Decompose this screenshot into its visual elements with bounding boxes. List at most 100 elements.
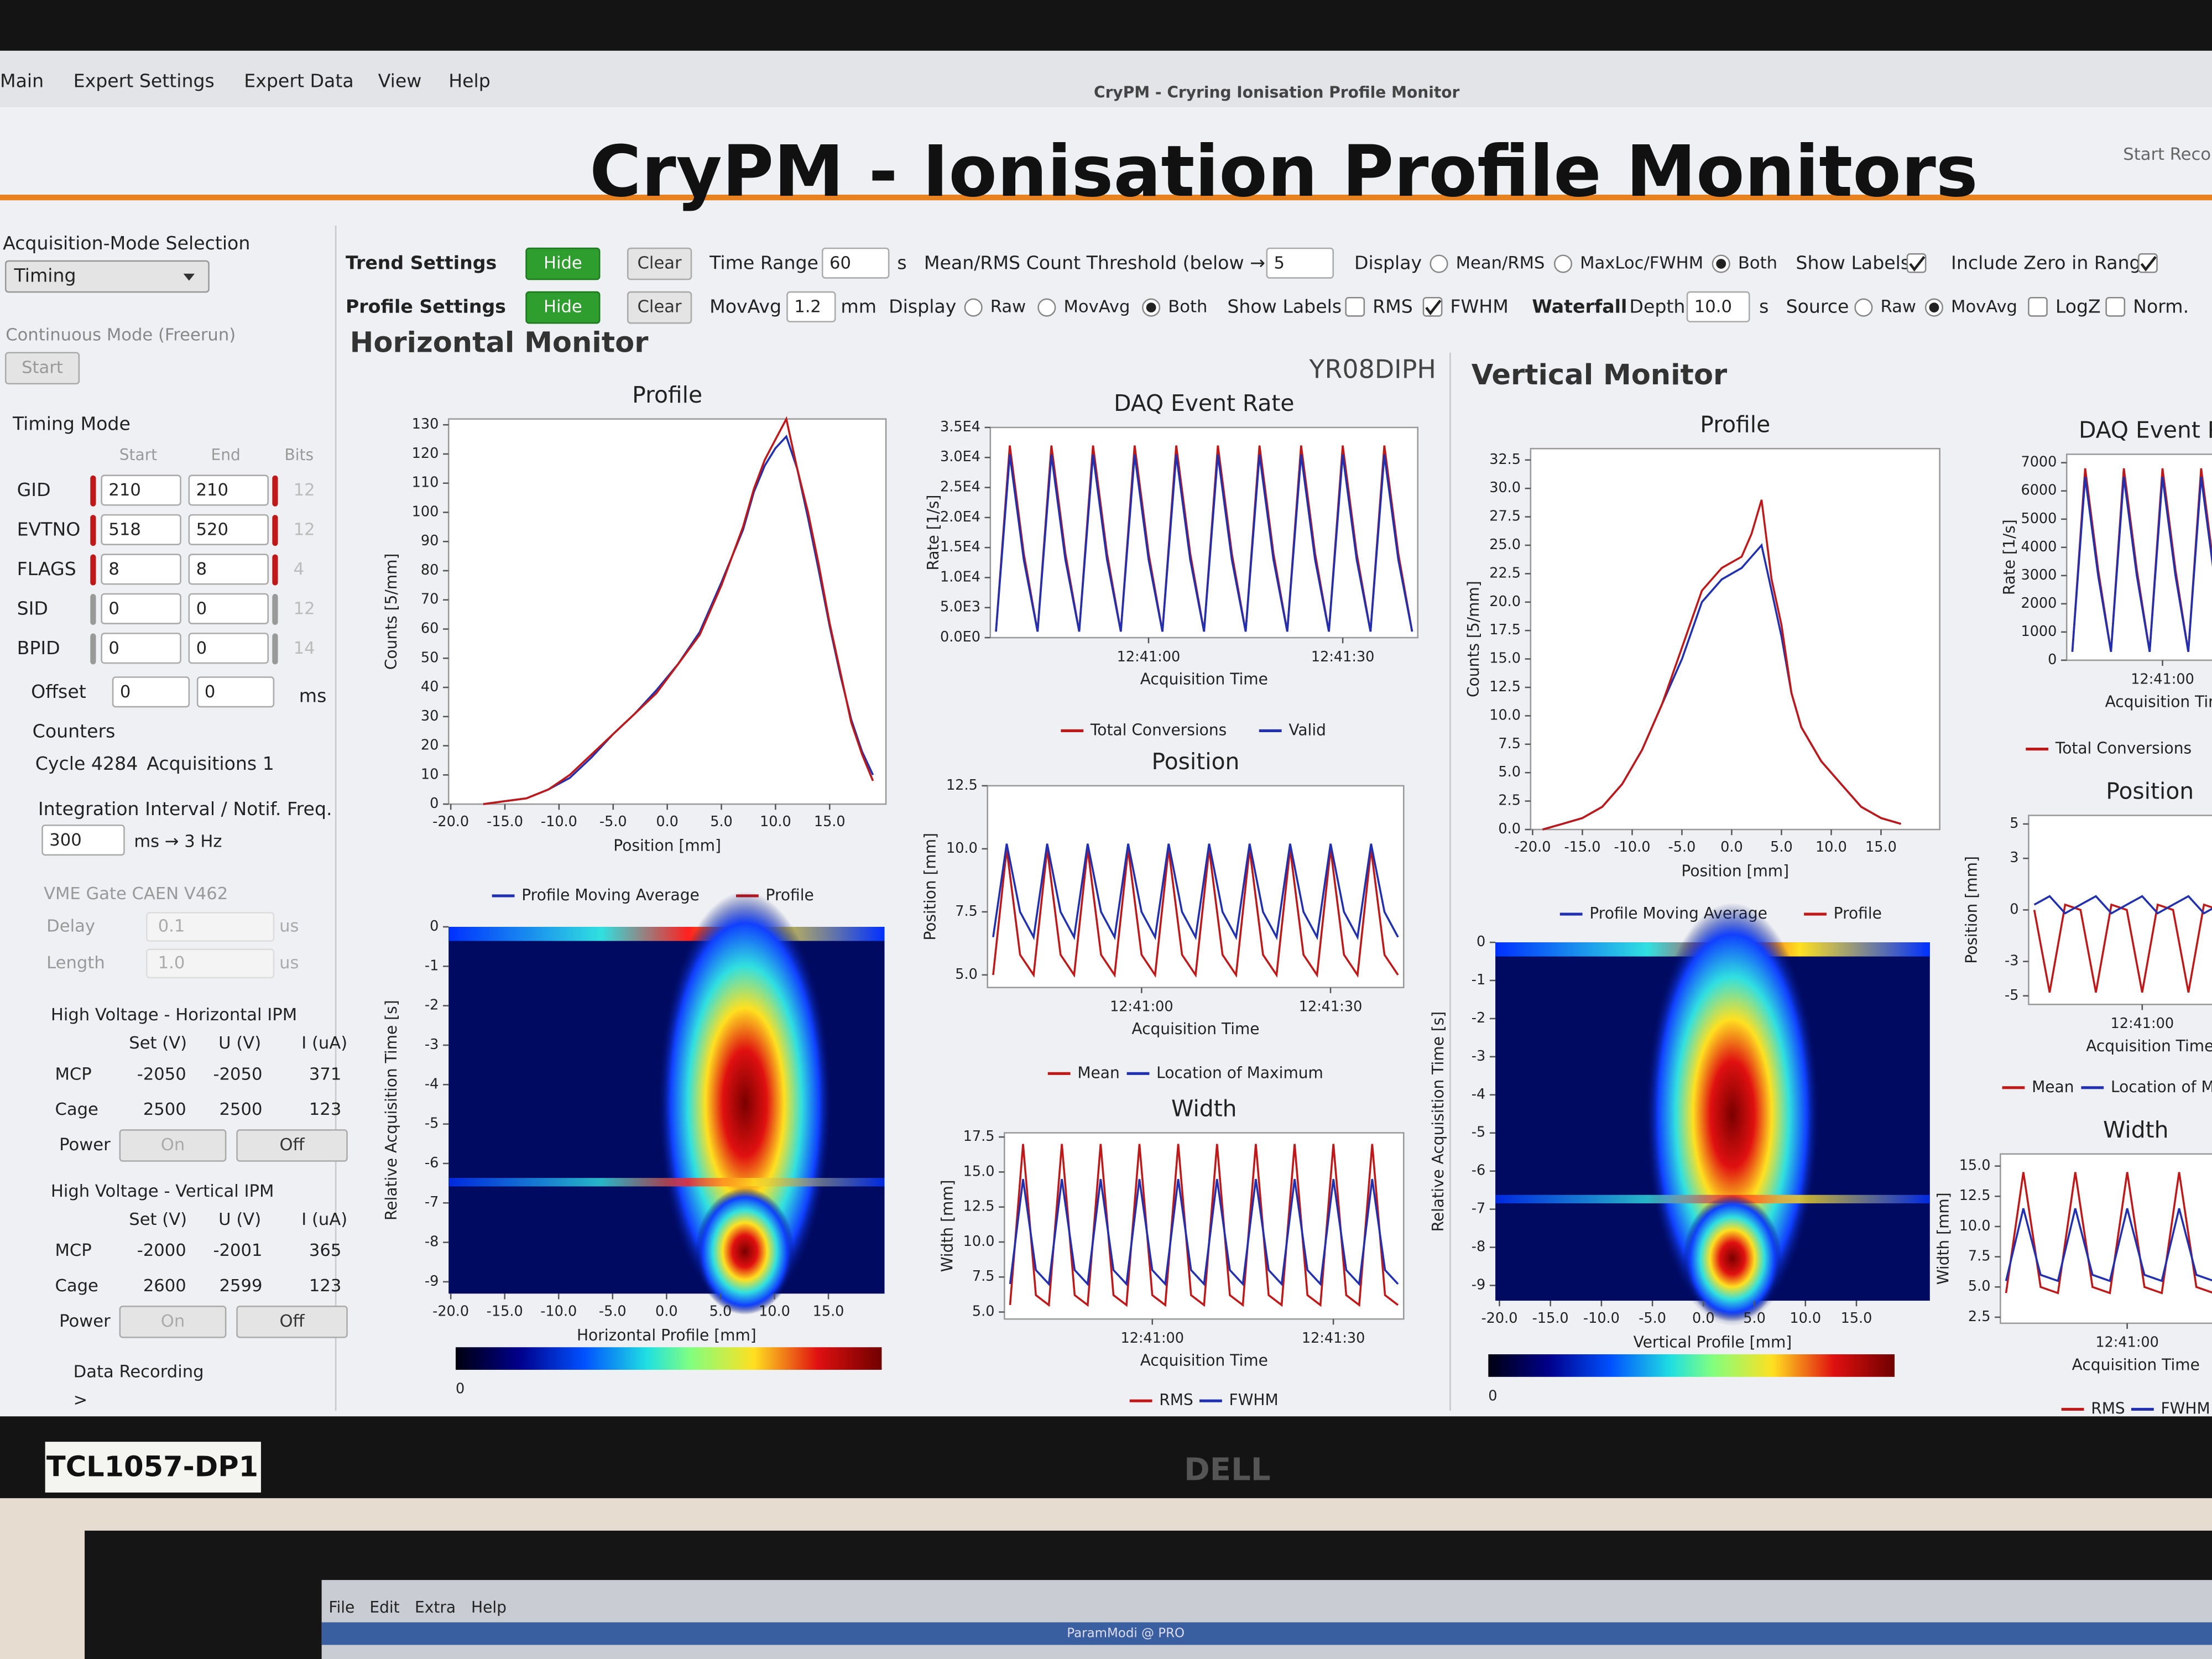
- button-label[interactable]: Clear: [638, 298, 682, 317]
- heatmap-line: [448, 1178, 885, 1187]
- button-label[interactable]: Clear: [638, 254, 682, 273]
- checkbox[interactable]: [2028, 296, 2048, 317]
- input-field[interactable]: [188, 514, 269, 545]
- menu-item[interactable]: Help: [471, 1598, 507, 1616]
- button[interactable]: [236, 1129, 348, 1162]
- radio[interactable]: [1430, 254, 1448, 273]
- input-field[interactable]: [112, 676, 190, 708]
- menu-item[interactable]: Extra: [415, 1598, 456, 1616]
- radio-label[interactable]: Both: [1738, 254, 1777, 273]
- radio-label[interactable]: Raw: [1881, 298, 1916, 317]
- menu-item[interactable]: Edit: [369, 1598, 399, 1616]
- x-tick-label: 0.0: [1692, 1310, 1715, 1327]
- dropdown-value[interactable]: Timing: [14, 264, 76, 286]
- y-tick-label: 1000: [2021, 623, 2057, 640]
- input-field[interactable]: [786, 291, 836, 322]
- label[interactable]: FWHM: [1450, 296, 1508, 317]
- dropdown[interactable]: [4, 260, 210, 293]
- menu-item[interactable]: Expert Data: [244, 70, 353, 91]
- label: Display: [889, 296, 956, 317]
- y-tick-label: 12.5: [963, 1198, 995, 1215]
- input-field[interactable]: [821, 247, 890, 279]
- y-tick-label: -8: [425, 1234, 439, 1250]
- button[interactable]: [525, 247, 601, 280]
- button[interactable]: [119, 1129, 227, 1162]
- button[interactable]: [236, 1305, 348, 1338]
- x-tick-label: 12:41:30: [1302, 1330, 1365, 1347]
- input-field[interactable]: [1266, 247, 1334, 279]
- y-axis-label: Rate [1/s]: [2000, 519, 2018, 595]
- legend-label: Mean: [1077, 1063, 1119, 1082]
- value: 2599: [220, 1276, 263, 1296]
- button[interactable]: [525, 291, 601, 324]
- menu-item[interactable]: Help: [448, 70, 491, 91]
- radio[interactable]: [1553, 254, 1573, 273]
- menu-item[interactable]: Expert Settings: [74, 70, 215, 91]
- y-tick-label: -6: [425, 1155, 439, 1171]
- input-field[interactable]: [101, 554, 181, 585]
- input-field[interactable]: [1686, 291, 1750, 322]
- button-label[interactable]: Start: [22, 358, 63, 377]
- radio-dot: [1716, 259, 1726, 269]
- y-tick-label: -9: [1472, 1276, 1485, 1293]
- menu-item[interactable]: View: [378, 70, 422, 91]
- button-label[interactable]: Off: [279, 1135, 305, 1155]
- button-label[interactable]: On: [161, 1312, 185, 1331]
- y-tick-label: 30.0: [1489, 479, 1521, 496]
- label: MovAvg: [709, 296, 781, 317]
- button-label[interactable]: Hide: [544, 298, 582, 317]
- input-field[interactable]: [41, 825, 125, 856]
- input-field[interactable]: [101, 633, 181, 664]
- radio-label[interactable]: MaxLoc/FWHM: [1580, 254, 1703, 273]
- menu-item[interactable]: File: [328, 1598, 354, 1616]
- input-value: 518: [108, 520, 140, 540]
- row-label: Offset: [31, 681, 86, 702]
- input-field[interactable]: [188, 593, 269, 624]
- input-field[interactable]: [188, 554, 269, 585]
- x-tick-label: -10.0: [1614, 839, 1650, 855]
- heatmap-line: [1495, 1194, 1930, 1204]
- x-tick-label: 12:41:00: [2111, 1015, 2174, 1032]
- heatmap-strip: [448, 927, 885, 941]
- y-tick-label: 12.5: [1959, 1187, 1991, 1204]
- label[interactable]: LogZ: [2056, 296, 2101, 317]
- checkbox[interactable]: [2105, 296, 2126, 317]
- radio-label[interactable]: Raw: [990, 298, 1026, 317]
- y-tick-label: 0.0: [1498, 821, 1521, 837]
- input-field[interactable]: [101, 514, 181, 545]
- button[interactable]: [627, 247, 692, 280]
- x-tick-label: 5.0: [1770, 839, 1793, 855]
- checkbox[interactable]: [1345, 296, 1365, 317]
- radio-label[interactable]: MovAvg: [1063, 298, 1130, 317]
- legend-label: Location of Maximum: [2111, 1078, 2212, 1096]
- button-label[interactable]: On: [161, 1135, 185, 1155]
- button[interactable]: [4, 352, 80, 385]
- chart-title: Width: [2103, 1117, 2169, 1143]
- heatmap-blob: [1645, 902, 1820, 1326]
- input-field[interactable]: [101, 593, 181, 624]
- input-field[interactable]: [101, 474, 181, 506]
- label[interactable]: Norm.: [2133, 296, 2189, 317]
- radio[interactable]: [1037, 298, 1056, 317]
- legend-label: Location of Maximum: [1156, 1063, 1323, 1082]
- label[interactable]: >: [74, 1391, 88, 1410]
- label[interactable]: RMS: [1373, 296, 1413, 317]
- button-label[interactable]: Off: [279, 1312, 305, 1331]
- radio-label[interactable]: Both: [1168, 298, 1207, 317]
- input-field[interactable]: [196, 676, 275, 708]
- button[interactable]: [627, 291, 692, 324]
- input-field[interactable]: [188, 633, 269, 664]
- button[interactable]: [119, 1305, 227, 1338]
- menu-item[interactable]: Main: [0, 70, 44, 91]
- radio-label[interactable]: MovAvg: [1951, 298, 2017, 317]
- button-label[interactable]: Hide: [544, 254, 582, 273]
- radio-label[interactable]: Mean/RMS: [1456, 254, 1545, 273]
- y-tick-label: 15.0: [1959, 1157, 1991, 1174]
- input-field[interactable]: [188, 474, 269, 506]
- x-tick-label: 5.0: [709, 1303, 732, 1319]
- label: High Voltage - Horizontal IPM: [51, 1005, 297, 1025]
- value: 2500: [220, 1100, 263, 1119]
- x-axis-label: Horizontal Profile [mm]: [577, 1326, 757, 1344]
- radio[interactable]: [1854, 298, 1873, 317]
- radio[interactable]: [964, 298, 983, 317]
